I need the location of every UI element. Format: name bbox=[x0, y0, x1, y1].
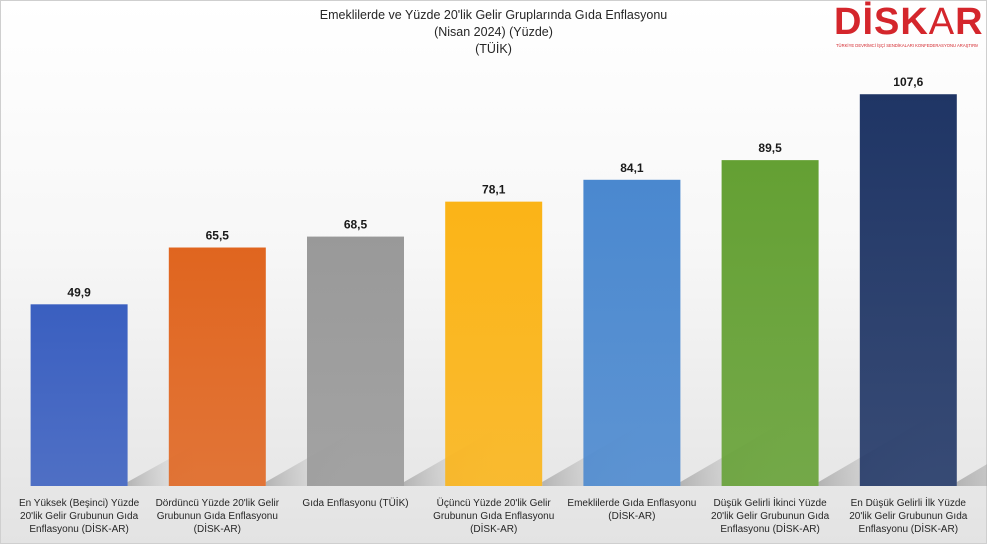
data-label-4: 78,1 bbox=[482, 183, 506, 197]
disk-ar-logo: DİSKAR TÜRKİYE DEVRİMCİ İŞÇİ SENDİKALARI… bbox=[830, 1, 983, 50]
category-label-6: Düşük Gelirli İkinci Yüzde 20'lik Gelir G… bbox=[711, 498, 830, 535]
category-label-7: En Düşük Gelirli İlk Yüzde 20'lik Gelir G… bbox=[849, 498, 968, 535]
chart-title-line-2: (Nisan 2024) (Yüzde) bbox=[434, 25, 553, 39]
data-label-6: 89,5 bbox=[758, 141, 782, 155]
category-label-2: Dördüncü Yüzde 20'lik Gelir Grubunun Gıda… bbox=[155, 498, 280, 535]
bar-6 bbox=[721, 160, 819, 486]
bar-1 bbox=[30, 304, 128, 486]
bar-5 bbox=[583, 179, 681, 487]
bar-4 bbox=[445, 201, 543, 486]
data-label-2: 65,5 bbox=[206, 229, 230, 243]
data-label-7: 107,6 bbox=[893, 75, 923, 89]
data-label-3: 68,5 bbox=[344, 218, 368, 232]
data-label-1: 49,9 bbox=[67, 285, 91, 299]
bar-7 bbox=[859, 94, 957, 486]
category-label-1: En Yüksek (Beşinci) Yüzde 20'lik Gelir Gr… bbox=[18, 498, 140, 535]
chart-title-line-3: (TÜİK) bbox=[475, 42, 512, 56]
category-label-3: Gıda Enflasyonu (TÜİK) bbox=[302, 498, 409, 509]
logo-wordmark: DİSKAR bbox=[834, 1, 984, 43]
category-label-4: Üçüncü Yüzde 20'lik Gelir Grubunun Gıda E… bbox=[433, 498, 555, 535]
category-label-5: Emeklilerde Gıda Enflasyonu (DİSK-AR) bbox=[567, 498, 697, 522]
data-label-5: 84,1 bbox=[620, 161, 644, 175]
logo-subtitle: TÜRKİYE DEVRİMCİ İŞÇİ SENDİKALARI KONFED… bbox=[836, 43, 978, 48]
bar-2 bbox=[168, 247, 266, 486]
bar-shadow bbox=[956, 464, 987, 486]
chart-title-line-1: Emeklilerde ve Yüzde 20'lik Gelir Grupla… bbox=[319, 8, 668, 22]
bar-3 bbox=[307, 236, 404, 486]
